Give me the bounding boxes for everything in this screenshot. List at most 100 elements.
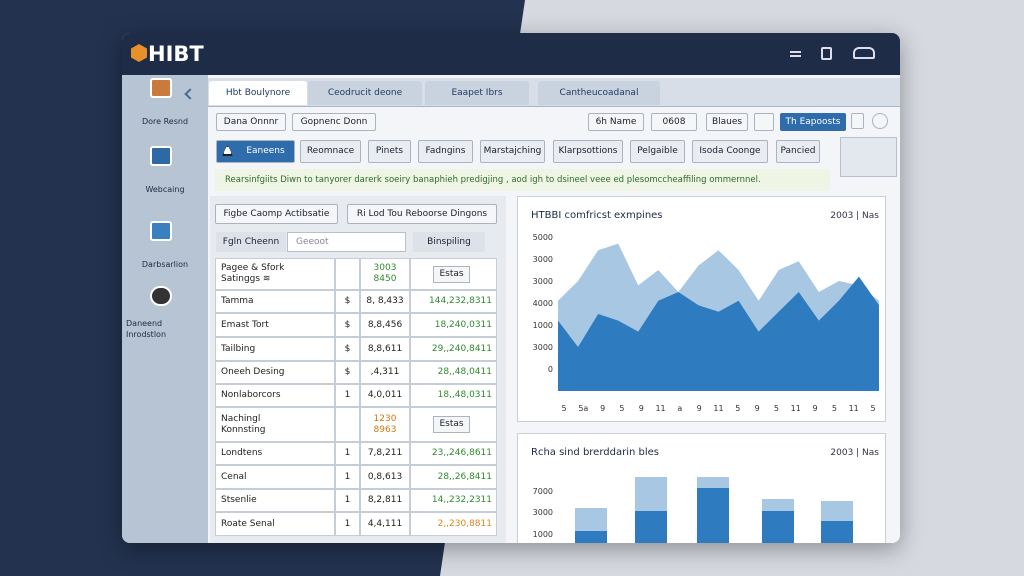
- x-tick-label: 11: [655, 404, 665, 413]
- x-tick-label: 9: [600, 404, 605, 413]
- notice-banner: Rearsinfgiits Diwn to tanyorer darerk so…: [215, 169, 830, 191]
- table-cell: Nonlaborcors: [215, 384, 335, 407]
- toolbar-button[interactable]: Dana Onnnr: [216, 113, 286, 131]
- sidebar-label[interactable]: Darbsarlion: [141, 259, 189, 269]
- table-cell: 29,,240,8411: [410, 337, 497, 361]
- table-cell: Roate Senal: [215, 512, 335, 536]
- x-tick-label: 5: [870, 404, 875, 413]
- table-cell: 7,8,211: [360, 442, 410, 465]
- x-tick-label: 5: [774, 404, 779, 413]
- filter-button[interactable]: Marstajching: [480, 140, 545, 163]
- x-tick-label: 5: [561, 404, 566, 413]
- y-tick-label: 3000: [533, 508, 553, 517]
- image-placeholder: [840, 137, 897, 177]
- filter-button[interactable]: Pinets: [368, 140, 411, 163]
- table-cell: 0,8,613: [360, 465, 410, 489]
- y-tick-label: 7000: [533, 487, 553, 496]
- table-cell: 8,8,456: [360, 313, 410, 337]
- table-cell: 8, 8,433: [360, 290, 410, 313]
- toolbar-button[interactable]: 6h Name: [588, 113, 644, 131]
- table-cell: Estas: [410, 407, 497, 442]
- panel-button[interactable]: Ri Lod Tou Reboorse Dingons: [347, 204, 497, 224]
- table-cell: $: [335, 313, 360, 337]
- filter-button[interactable]: Reomnace: [300, 140, 361, 163]
- menu-icon[interactable]: [790, 51, 801, 57]
- cell-button[interactable]: Estas: [433, 265, 470, 283]
- toolbar-button[interactable]: Gopnenc Donn: [292, 113, 376, 131]
- table-cell: 28,,26,8411: [410, 465, 497, 489]
- sidebar-label[interactable]: Webcaing: [145, 184, 185, 194]
- bar-segment: [635, 477, 667, 511]
- sidebar-label[interactable]: Daneend Inrodstlon: [126, 319, 167, 339]
- dropdown-button[interactable]: [754, 113, 774, 131]
- device-icon[interactable]: [821, 47, 832, 60]
- filter-select[interactable]: Binspiling: [413, 232, 485, 252]
- table-cell: $: [335, 361, 360, 384]
- sidebar-label[interactable]: Dore Resnd: [141, 116, 189, 126]
- logo-icon: [131, 44, 147, 62]
- table-cell: 1: [335, 384, 360, 407]
- tab[interactable]: Ceodrucit deone: [308, 81, 422, 105]
- table-cell: Londtens: [215, 442, 335, 465]
- toolbar-button[interactable]: Blaues: [706, 113, 748, 131]
- y-tick-label: 1000: [533, 321, 553, 330]
- table-cell: Tailbing: [215, 337, 335, 361]
- table-cell: 1: [335, 512, 360, 536]
- table-cell: Oneeh Desing: [215, 361, 335, 384]
- icon-button[interactable]: [851, 113, 864, 129]
- table-cell: 2,,230,8811: [410, 512, 497, 536]
- app-window: HIBT Dore Resnd Webcaing Darbsarlion Daneend…: [122, 33, 900, 543]
- x-tick-label: a: [677, 404, 682, 413]
- x-tick-label: 11: [791, 404, 801, 413]
- filter-button[interactable]: Pancied: [776, 140, 820, 163]
- area: [558, 276, 879, 391]
- y-tick-label: 4000: [533, 299, 553, 308]
- tab-underline: [208, 106, 900, 107]
- bar-segment: [762, 499, 794, 511]
- toolbar-button[interactable]: 0608: [651, 113, 697, 131]
- sidebar-icon[interactable]: [150, 78, 172, 98]
- cell-button[interactable]: Estas: [433, 416, 470, 433]
- filter-button[interactable]: Klarpsottions: [553, 140, 623, 163]
- bar-segment: [697, 488, 729, 543]
- tab[interactable]: Cantheucoadanal: [538, 81, 660, 105]
- x-tick-label: 5: [735, 404, 740, 413]
- table-cell: 4,4,111: [360, 512, 410, 536]
- table-cell: 8,2,811: [360, 489, 410, 512]
- table-cell: $: [335, 290, 360, 313]
- table-cell: Estas: [410, 258, 497, 290]
- filter-button[interactable]: Fadngins: [418, 140, 473, 163]
- icon-button[interactable]: [872, 113, 888, 129]
- table-cell: 28,,48,0411: [410, 361, 497, 384]
- table-cell: 8,8,611: [360, 337, 410, 361]
- bar-segment: [575, 531, 607, 543]
- toolbar-button[interactable]: Th Eapoosts: [780, 113, 846, 131]
- panel-button[interactable]: Figbe Caomp Actibsatie: [215, 204, 338, 224]
- filter-button[interactable]: Pelgaible: [630, 140, 685, 163]
- x-tick-label: 5: [832, 404, 837, 413]
- sidebar-icon[interactable]: [150, 286, 172, 306]
- bar-segment: [821, 501, 853, 521]
- user-icon[interactable]: [853, 47, 875, 59]
- table-cell: Cenal: [215, 465, 335, 489]
- chart: Rcha sind brerddarin bles 2003 | Nas 7000 3…: [517, 433, 886, 543]
- x-tick-label: 9: [697, 404, 702, 413]
- table-cell: ,4,311: [360, 361, 410, 384]
- search-input[interactable]: Geeoot: [287, 232, 406, 252]
- tab[interactable]: Hbt Boulynore: [209, 81, 307, 105]
- bar-segment: [762, 511, 794, 543]
- table-cell: 3003 8450: [360, 258, 410, 290]
- filter-button[interactable]: Isoda Coonge: [692, 140, 768, 163]
- table-cell: 1: [335, 465, 360, 489]
- bar-segment: [635, 511, 667, 543]
- table-cell: Emast Tort: [215, 313, 335, 337]
- filter-button[interactable]: Eaneens: [216, 140, 295, 163]
- table-cell: Pagee & Sfork Satinggs ≋: [215, 258, 335, 290]
- tab[interactable]: Eaapet Ibrs: [425, 81, 529, 105]
- table-cell: [335, 407, 360, 442]
- sidebar-icon[interactable]: [150, 221, 172, 241]
- y-tick-label: 5000: [533, 233, 553, 242]
- table-cell: 23,,246,8611: [410, 442, 497, 465]
- sidebar-icon[interactable]: [150, 146, 172, 166]
- chart-title: HTBBI comfricst exmpines: [531, 210, 663, 221]
